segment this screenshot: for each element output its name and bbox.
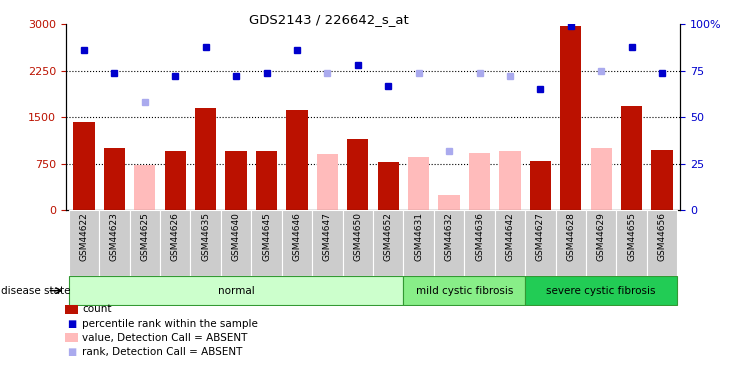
FancyBboxPatch shape — [312, 210, 342, 276]
Text: severe cystic fibrosis: severe cystic fibrosis — [547, 286, 656, 296]
Bar — [256, 151, 277, 210]
FancyBboxPatch shape — [586, 210, 616, 276]
Bar — [530, 160, 551, 210]
FancyBboxPatch shape — [525, 210, 556, 276]
Text: GSM44647: GSM44647 — [323, 212, 332, 261]
Bar — [377, 162, 399, 210]
FancyBboxPatch shape — [69, 276, 404, 305]
Bar — [286, 110, 307, 210]
Bar — [439, 195, 460, 210]
Text: GSM44656: GSM44656 — [658, 212, 666, 261]
Text: rank, Detection Call = ABSENT: rank, Detection Call = ABSENT — [82, 347, 243, 357]
Bar — [651, 150, 673, 210]
FancyBboxPatch shape — [434, 210, 464, 276]
Text: GSM44650: GSM44650 — [353, 212, 362, 261]
Text: GSM44628: GSM44628 — [566, 212, 575, 261]
Bar — [469, 153, 490, 210]
Text: value, Detection Call = ABSENT: value, Detection Call = ABSENT — [82, 333, 248, 343]
Text: GSM44652: GSM44652 — [384, 212, 393, 261]
Text: ■: ■ — [67, 347, 76, 357]
Text: GSM44655: GSM44655 — [627, 212, 636, 261]
Bar — [195, 108, 216, 210]
FancyBboxPatch shape — [69, 210, 99, 276]
Bar — [164, 151, 186, 210]
FancyBboxPatch shape — [160, 210, 191, 276]
Text: GSM44622: GSM44622 — [80, 212, 88, 261]
Text: GSM44629: GSM44629 — [596, 212, 606, 261]
FancyBboxPatch shape — [251, 210, 282, 276]
Bar — [560, 26, 582, 210]
Text: GSM44642: GSM44642 — [505, 212, 515, 261]
Text: count: count — [82, 304, 112, 314]
Text: normal: normal — [218, 286, 255, 296]
Bar — [499, 151, 520, 210]
Bar — [73, 122, 95, 210]
FancyBboxPatch shape — [616, 210, 647, 276]
Text: percentile rank within the sample: percentile rank within the sample — [82, 319, 258, 328]
FancyBboxPatch shape — [556, 210, 586, 276]
Bar — [226, 151, 247, 210]
Bar — [408, 158, 429, 210]
Bar — [591, 148, 612, 210]
FancyBboxPatch shape — [525, 276, 677, 305]
FancyBboxPatch shape — [282, 210, 312, 276]
Bar — [134, 165, 155, 210]
Text: GSM44627: GSM44627 — [536, 212, 545, 261]
Text: GSM44632: GSM44632 — [445, 212, 453, 261]
FancyBboxPatch shape — [464, 210, 495, 276]
FancyBboxPatch shape — [99, 210, 130, 276]
Text: GSM44635: GSM44635 — [201, 212, 210, 261]
FancyBboxPatch shape — [342, 210, 373, 276]
Bar — [317, 154, 338, 210]
Text: GSM44645: GSM44645 — [262, 212, 271, 261]
FancyBboxPatch shape — [647, 210, 677, 276]
FancyBboxPatch shape — [495, 210, 525, 276]
Text: GDS2143 / 226642_s_at: GDS2143 / 226642_s_at — [249, 13, 408, 26]
Text: GSM44625: GSM44625 — [140, 212, 150, 261]
Bar — [621, 106, 642, 210]
FancyBboxPatch shape — [191, 210, 221, 276]
Text: ■: ■ — [67, 319, 76, 328]
Text: GSM44631: GSM44631 — [414, 212, 423, 261]
FancyBboxPatch shape — [130, 210, 160, 276]
Text: GSM44636: GSM44636 — [475, 212, 484, 261]
Text: GSM44640: GSM44640 — [231, 212, 241, 261]
Bar — [104, 148, 125, 210]
FancyBboxPatch shape — [221, 210, 251, 276]
Text: GSM44646: GSM44646 — [293, 212, 301, 261]
Bar — [347, 139, 369, 210]
Text: mild cystic fibrosis: mild cystic fibrosis — [415, 286, 513, 296]
Text: GSM44626: GSM44626 — [171, 212, 180, 261]
FancyBboxPatch shape — [373, 210, 404, 276]
FancyBboxPatch shape — [404, 276, 525, 305]
Text: disease state: disease state — [1, 286, 70, 296]
FancyBboxPatch shape — [404, 210, 434, 276]
Text: GSM44623: GSM44623 — [110, 212, 119, 261]
